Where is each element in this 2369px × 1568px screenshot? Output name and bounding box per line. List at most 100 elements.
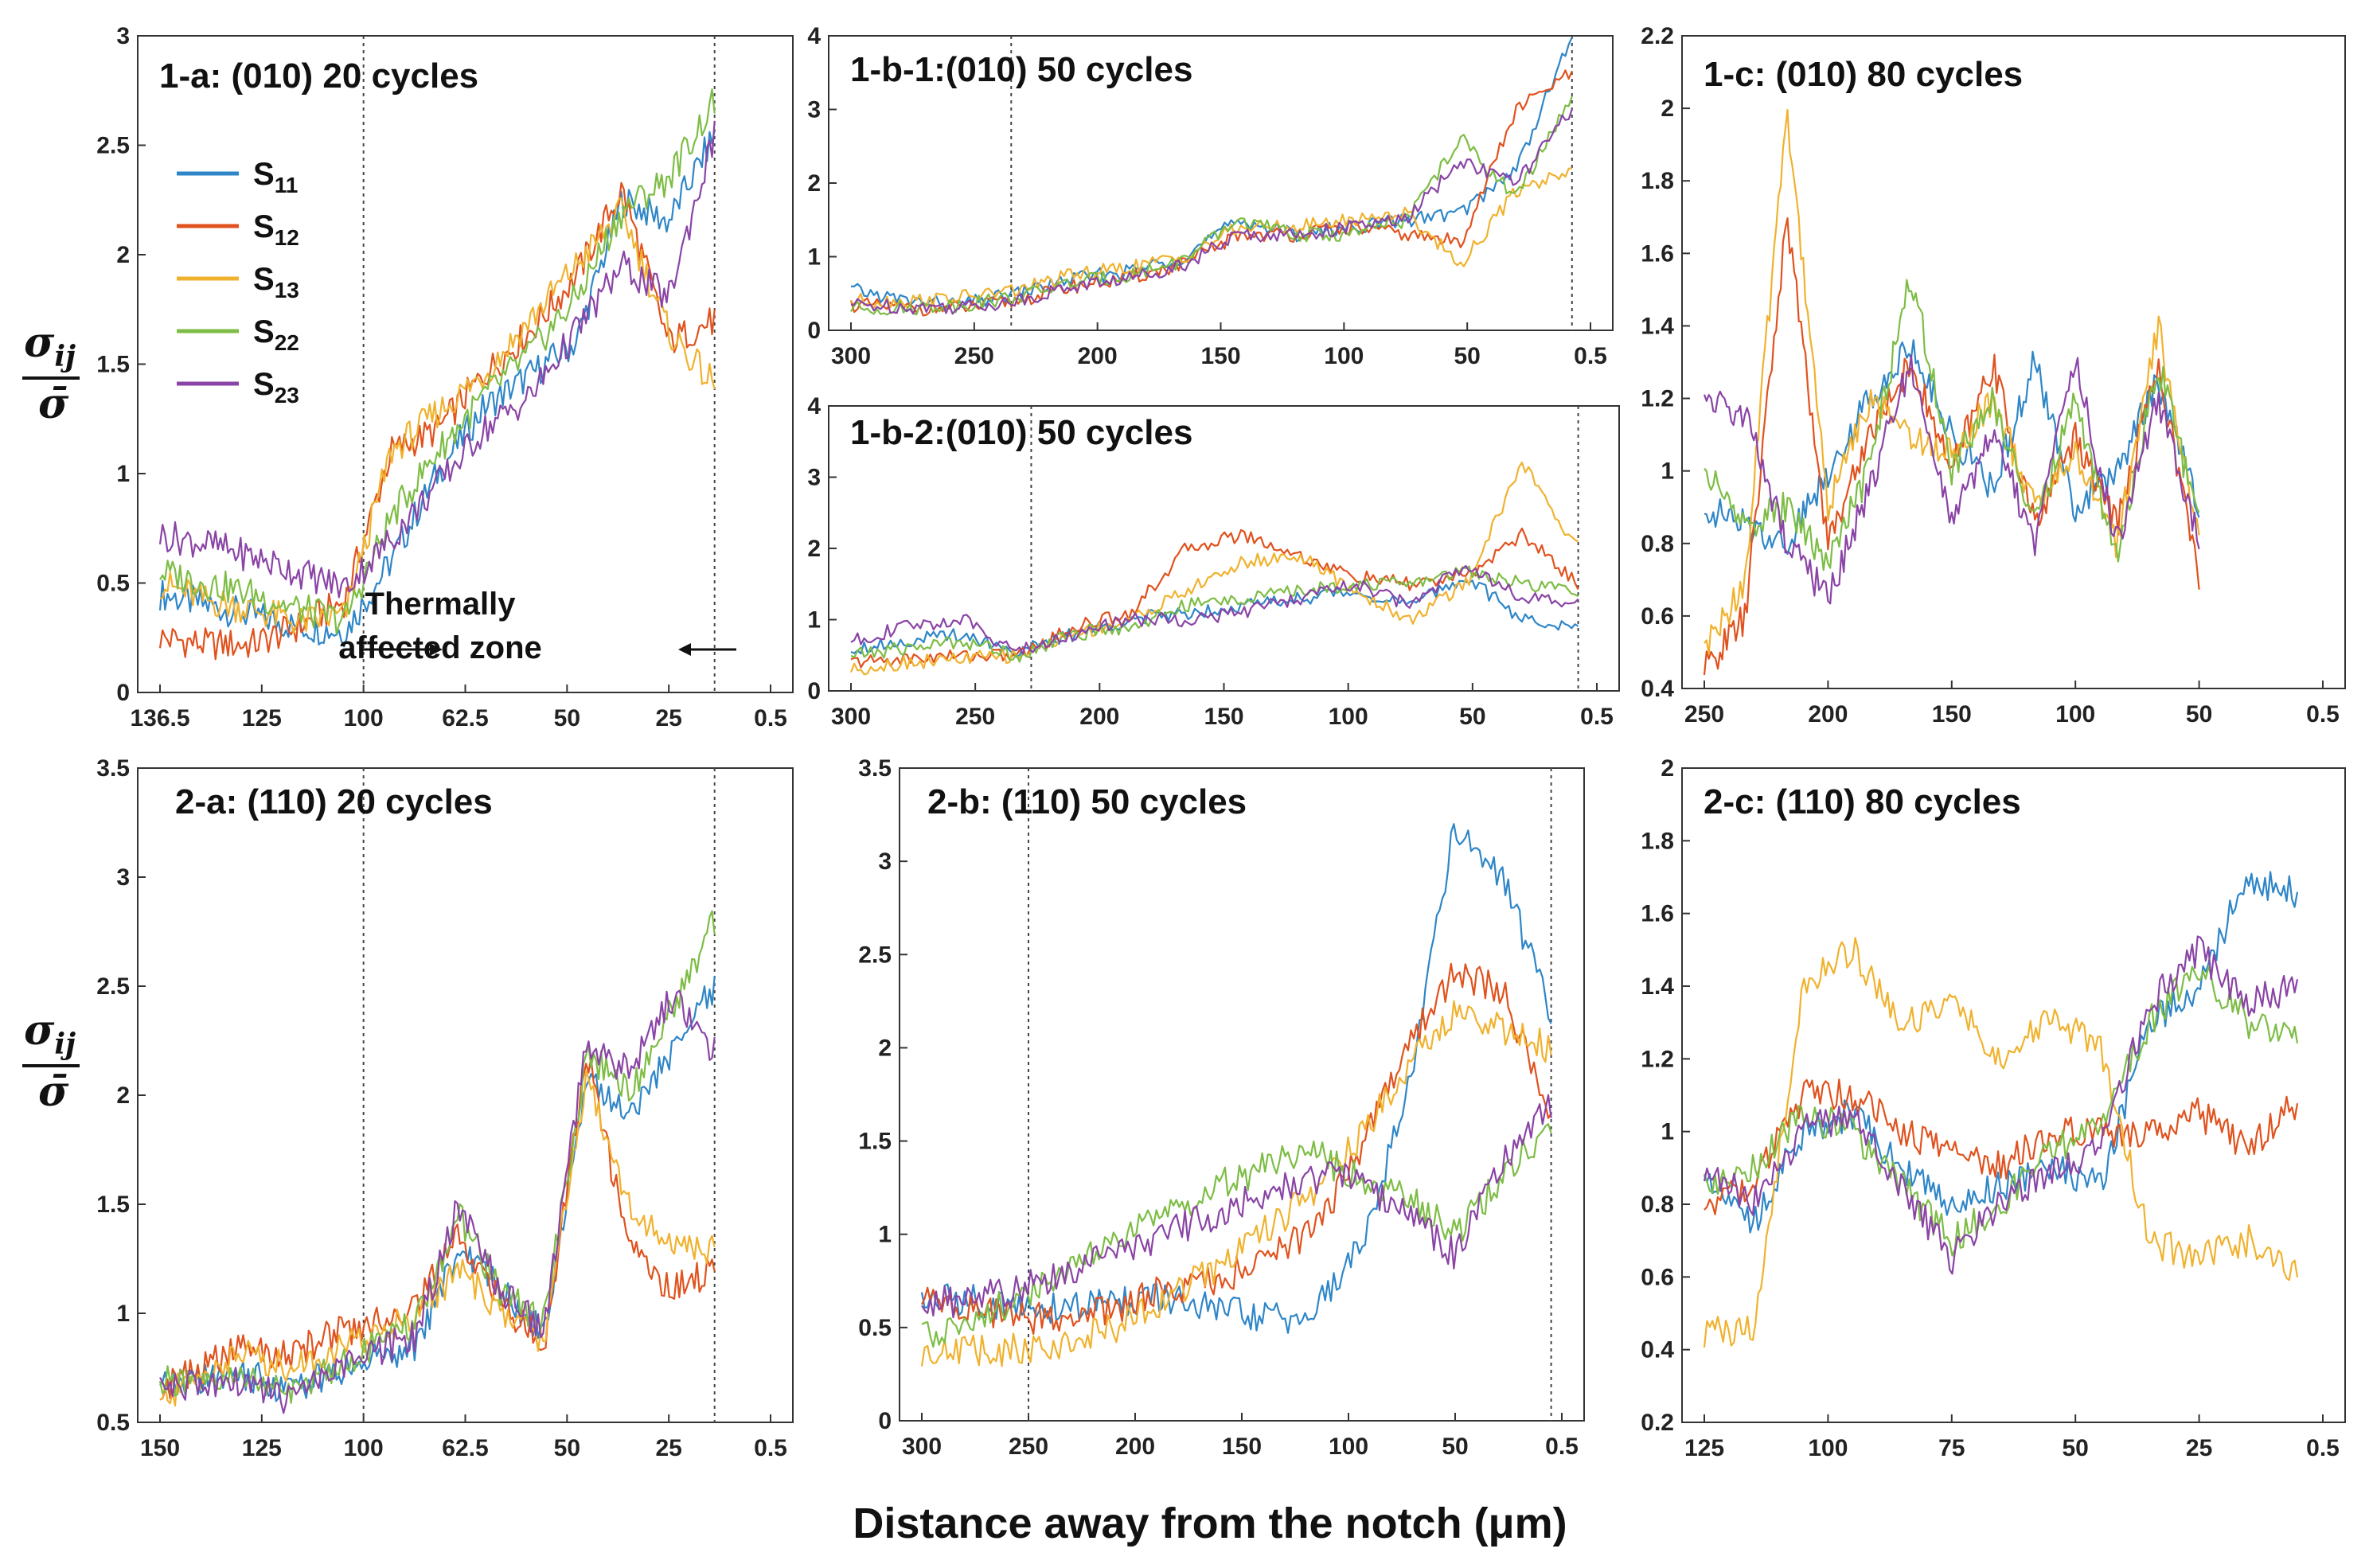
series-line-S11 — [850, 579, 1579, 658]
arrow-right-head — [430, 643, 443, 656]
y-tick-label: 1 — [807, 244, 821, 271]
y-tick-label: 1 — [116, 461, 130, 487]
x-tick-label: 100 — [344, 705, 384, 731]
series-line-S23 — [1703, 354, 2200, 605]
panel-2-c: 0.2 0.4 0.6 0.8 1 1.2 1.4 1.6 1.8 2 125 100 75 50 25 0.… — [1641, 755, 2346, 1461]
series-line-S11 — [851, 37, 1573, 310]
series-line-S23 — [850, 564, 1579, 655]
y-tick-label: 0 — [116, 680, 130, 706]
x-tick-label: 250 — [954, 343, 994, 369]
legend-label: S23 — [253, 367, 299, 408]
y-tick-label: 3 — [807, 97, 821, 123]
x-tick-label: 125 — [242, 705, 282, 731]
series-line-S22 — [1704, 279, 2200, 571]
y-tick-label: 0.2 — [1641, 1410, 1674, 1436]
x-tick-label: 25 — [655, 705, 681, 731]
x-tick-label: 125 — [242, 1435, 282, 1461]
ylabel-bottom-denominator: σ̄ — [38, 1067, 69, 1116]
y-tick-label: 0 — [807, 318, 821, 344]
series-line-S13 — [849, 461, 1579, 676]
x-tick-label: 50 — [1442, 1433, 1468, 1460]
x-tick-label: 50 — [2186, 701, 2212, 727]
y-tick-label: 2 — [116, 1082, 130, 1109]
series-line-S22 — [158, 910, 716, 1404]
y-tick-label: 2.5 — [96, 973, 130, 1000]
ylabel-top-denominator: σ̄ — [38, 380, 69, 428]
y-tick-label: 2 — [878, 1035, 892, 1061]
x-tick-label: 300 — [831, 704, 871, 730]
panel-2-a: 0.5 1 1.5 2 2.5 3 3.5 150 125 100 62.5 50 25 0.5 2-a: … — [96, 755, 794, 1461]
series-line-S22 — [159, 88, 716, 634]
series-line-S23 — [1703, 935, 2299, 1275]
y-tick-label: 0.4 — [1641, 1337, 1674, 1363]
series-line-S12 — [1704, 1078, 2299, 1215]
x-tick-label: 100 — [2055, 701, 2095, 727]
ylabel-top-sigma: σij — [24, 318, 76, 373]
y-tick-label: 3 — [116, 23, 130, 49]
series-line-S11 — [159, 976, 716, 1402]
x-tick-label: 150 — [1200, 343, 1240, 369]
y-tick-label: 0 — [807, 678, 821, 704]
y-tick-label: 0.8 — [1641, 1192, 1674, 1218]
x-tick-label: 0.5 — [1574, 343, 1607, 369]
panel-title: 1-b-1:(010) 50 cycles — [850, 50, 1192, 89]
y-tick-label: 3.5 — [858, 755, 892, 782]
x-tick-label: 25 — [655, 1435, 681, 1461]
panel-title: 1-b-2:(010) 50 cycles — [850, 413, 1192, 452]
series-line-S23 — [159, 989, 716, 1414]
y-tick-label: 1.5 — [858, 1129, 892, 1155]
y-tick-label: 0.4 — [1641, 676, 1674, 702]
y-tick-label: 2 — [1661, 96, 1674, 122]
ylabel-bottom-sigma: σij — [24, 1006, 76, 1061]
y-tick-label: 4 — [807, 23, 821, 49]
x-tick-label: 50 — [2063, 1435, 2089, 1461]
x-tick-label: 25 — [2186, 1435, 2212, 1461]
y-tick-label: 3 — [116, 864, 130, 891]
x-tick-label: 50 — [554, 1435, 580, 1461]
y-tick-label: 2.5 — [96, 133, 130, 159]
y-tick-label: 0.8 — [1641, 531, 1674, 557]
x-tick-label: 250 — [1009, 1433, 1048, 1460]
ylabel-bottom: σij σ̄ — [22, 1006, 80, 1116]
panel-frame — [1681, 767, 2346, 1423]
panel-1-a: 0 0.5 1 1.5 2 2.5 3 136.5 125 100 62.5 50 25 0.5 1-a: … — [96, 23, 794, 731]
series-line-S13 — [1703, 937, 2299, 1348]
y-tick-label: 0.6 — [1641, 1264, 1674, 1290]
y-tick-label: 1 — [1661, 458, 1674, 485]
series-line-S22 — [850, 96, 1573, 316]
y-tick-label: 2 — [1661, 755, 1674, 782]
y-tick-label: 1 — [116, 1301, 130, 1327]
panel-title: 1-a: (010) 20 cycles — [159, 57, 478, 96]
x-tick-label: 250 — [955, 704, 995, 730]
series-line-S23 — [921, 1094, 1552, 1319]
y-tick-label: 3 — [807, 465, 821, 491]
x-tick-label: 150 — [140, 1435, 180, 1461]
series-line-S11 — [920, 823, 1552, 1334]
y-tick-label: 1.5 — [96, 1192, 130, 1218]
x-tick-label: 100 — [1808, 1435, 1848, 1461]
x-tick-label: 200 — [1808, 701, 1848, 727]
panel-title: 1-c: (010) 80 cycles — [1704, 55, 2023, 94]
x-tick-label: 0.5 — [2306, 701, 2340, 727]
legend: S11 S12 S13 S22 S23 — [177, 157, 299, 408]
y-tick-label: 1.2 — [1641, 386, 1674, 412]
y-tick-label: 2 — [807, 536, 821, 562]
panel-1-b-1: 0 1 2 3 4 300 250 200 150 100 50 0.5 1-b-1:(010) 50 … — [807, 23, 1614, 369]
x-tick-label: 0.5 — [754, 705, 787, 731]
annotation-line1: Thermally — [365, 587, 517, 622]
x-tick-label: 136.5 — [130, 705, 189, 731]
series-line-S13 — [920, 1000, 1552, 1367]
series-line-S12 — [158, 181, 716, 661]
panel-1-b-2: 0 1 2 3 4 300 250 200 150 100 50 0.5 1-b-2:(010) 50 … — [807, 393, 1620, 730]
y-tick-label: 1 — [807, 607, 821, 634]
x-tick-label: 100 — [1329, 1433, 1368, 1460]
y-tick-label: 0.5 — [858, 1315, 892, 1341]
x-tick-label: 75 — [1938, 1435, 1965, 1461]
legend-label: S11 — [253, 157, 298, 197]
legend-label: S12 — [253, 209, 299, 250]
series-line-S12 — [1703, 217, 2200, 676]
y-tick-label: 0.6 — [1641, 603, 1674, 630]
x-tick-label: 0.5 — [2306, 1435, 2340, 1461]
